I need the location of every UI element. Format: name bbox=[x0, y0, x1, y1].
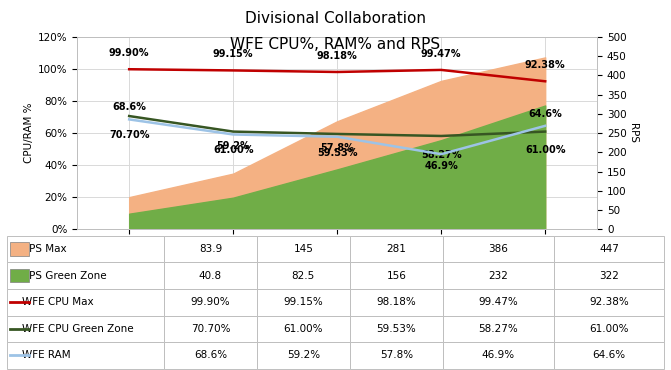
Text: 70.70%: 70.70% bbox=[109, 130, 150, 140]
Text: 57.8%: 57.8% bbox=[320, 144, 354, 154]
Text: 58.27%: 58.27% bbox=[421, 150, 462, 160]
Text: 61.00%: 61.00% bbox=[525, 145, 566, 155]
Text: WFE CPU%, RAM% and RPS: WFE CPU%, RAM% and RPS bbox=[230, 37, 441, 52]
Text: 99.90%: 99.90% bbox=[109, 48, 150, 58]
Text: 92.38%: 92.38% bbox=[525, 60, 566, 70]
Y-axis label: RPS: RPS bbox=[628, 123, 637, 143]
Y-axis label: CPU/RAM %: CPU/RAM % bbox=[23, 103, 34, 164]
Text: 98.18%: 98.18% bbox=[317, 51, 358, 61]
Text: 61.00%: 61.00% bbox=[213, 145, 254, 155]
Text: 59.2%: 59.2% bbox=[216, 141, 250, 151]
Text: 64.6%: 64.6% bbox=[528, 109, 562, 119]
Text: 99.15%: 99.15% bbox=[213, 49, 254, 59]
Text: 59.53%: 59.53% bbox=[317, 148, 358, 158]
Text: 68.6%: 68.6% bbox=[112, 102, 146, 112]
Text: 99.47%: 99.47% bbox=[421, 49, 462, 59]
Text: 46.9%: 46.9% bbox=[424, 161, 458, 171]
Text: Divisional Collaboration: Divisional Collaboration bbox=[245, 11, 426, 26]
